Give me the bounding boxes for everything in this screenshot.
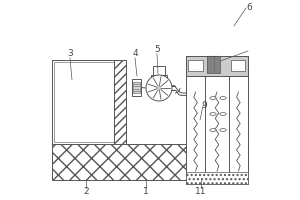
Bar	[114, 60, 126, 144]
Bar	[186, 56, 248, 184]
Ellipse shape	[210, 97, 216, 99]
Bar	[52, 144, 248, 180]
Ellipse shape	[220, 113, 226, 115]
Bar	[153, 66, 165, 75]
Bar	[52, 144, 248, 180]
Text: 1: 1	[143, 188, 149, 196]
Text: 9: 9	[201, 102, 207, 110]
Ellipse shape	[210, 129, 216, 131]
Circle shape	[146, 75, 172, 101]
Bar	[54, 62, 118, 142]
Bar	[52, 60, 120, 144]
Bar	[133, 82, 140, 93]
Bar	[132, 79, 141, 96]
Text: 2: 2	[83, 188, 89, 196]
Bar	[207, 56, 220, 73]
Text: 11: 11	[195, 188, 207, 196]
Text: 6: 6	[246, 2, 252, 11]
Text: 3: 3	[67, 49, 73, 58]
Bar	[188, 60, 203, 71]
Text: 5: 5	[154, 46, 160, 54]
Ellipse shape	[220, 97, 226, 99]
Bar	[231, 60, 245, 71]
Ellipse shape	[220, 129, 226, 131]
Bar	[186, 172, 248, 184]
Bar	[186, 56, 248, 76]
Text: 4: 4	[132, 49, 138, 58]
Bar	[151, 75, 167, 79]
Circle shape	[158, 87, 160, 89]
Ellipse shape	[210, 113, 216, 115]
